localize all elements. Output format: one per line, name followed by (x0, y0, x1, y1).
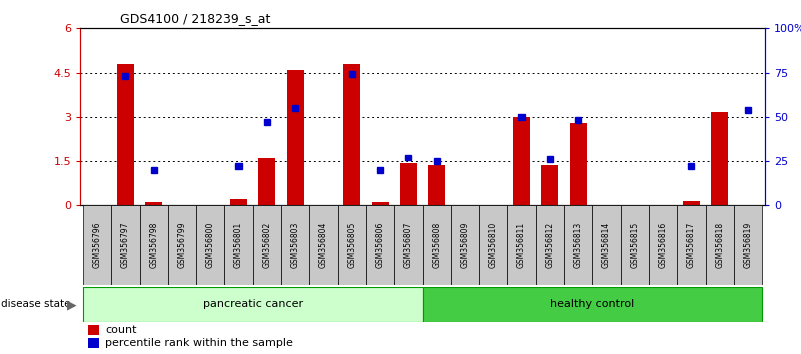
Bar (451, 205, 479, 285)
Bar (688, 164, 694, 169)
Bar (139, 205, 168, 285)
Bar (547, 156, 553, 162)
Text: GSM356814: GSM356814 (602, 222, 611, 268)
Bar (745, 107, 751, 113)
Bar (348, 72, 355, 77)
Text: GSM356816: GSM356816 (658, 222, 667, 268)
Text: GSM356807: GSM356807 (404, 222, 413, 268)
Bar (422, 287, 762, 322)
Bar (649, 205, 677, 285)
Text: count: count (105, 325, 136, 335)
Bar (123, 73, 128, 79)
Bar (230, 199, 247, 205)
Text: disease state: disease state (1, 299, 70, 309)
Text: GSM356808: GSM356808 (433, 222, 441, 268)
Text: GDS4100 / 218239_s_at: GDS4100 / 218239_s_at (120, 12, 271, 25)
Text: GSM356819: GSM356819 (743, 222, 752, 268)
Bar (366, 205, 394, 285)
Bar (344, 64, 360, 205)
Text: GSM356798: GSM356798 (149, 222, 158, 268)
Text: GSM356796: GSM356796 (93, 222, 102, 268)
Bar (372, 202, 388, 205)
Text: GSM356817: GSM356817 (687, 222, 696, 268)
Bar (575, 118, 582, 123)
Bar (734, 205, 762, 285)
Text: GSM356803: GSM356803 (291, 222, 300, 268)
Text: GSM356805: GSM356805 (348, 222, 356, 268)
Bar (145, 202, 162, 205)
Text: GSM356811: GSM356811 (517, 222, 526, 268)
Bar (235, 164, 242, 169)
Bar (570, 123, 586, 205)
Bar (518, 114, 525, 120)
Text: GSM356799: GSM356799 (178, 222, 187, 268)
Bar (433, 158, 440, 164)
Bar (394, 205, 422, 285)
Bar (422, 205, 451, 285)
Text: GSM356809: GSM356809 (461, 222, 469, 268)
Text: pancreatic cancer: pancreatic cancer (203, 299, 303, 309)
Bar (405, 155, 412, 160)
Bar (281, 205, 309, 285)
Text: GSM356818: GSM356818 (715, 222, 724, 268)
Text: GSM356802: GSM356802 (263, 222, 272, 268)
Text: healthy control: healthy control (550, 299, 634, 309)
Text: GSM356810: GSM356810 (489, 222, 497, 268)
Text: ▶: ▶ (66, 298, 76, 311)
Bar (259, 158, 276, 205)
Bar (377, 167, 383, 173)
Bar (253, 205, 281, 285)
Bar (592, 205, 621, 285)
Text: GSM356815: GSM356815 (630, 222, 639, 268)
Text: percentile rank within the sample: percentile rank within the sample (105, 338, 293, 348)
Bar (292, 105, 298, 111)
Bar (111, 205, 139, 285)
Bar (479, 205, 507, 285)
Bar (677, 205, 706, 285)
Bar (513, 117, 530, 205)
Bar (507, 205, 536, 285)
Bar (196, 205, 224, 285)
Text: GSM356806: GSM356806 (376, 222, 384, 268)
Bar (429, 166, 445, 205)
Bar (264, 119, 270, 125)
Text: GSM356801: GSM356801 (234, 222, 243, 268)
Bar (564, 205, 592, 285)
Bar (168, 205, 196, 285)
Text: GSM356800: GSM356800 (206, 222, 215, 268)
Bar (400, 162, 417, 205)
Bar (536, 205, 564, 285)
Bar (83, 287, 422, 322)
Text: GSM356804: GSM356804 (319, 222, 328, 268)
Bar (151, 167, 157, 173)
Bar (338, 205, 366, 285)
Bar (683, 201, 700, 205)
Bar (287, 70, 304, 205)
Bar (706, 205, 734, 285)
Bar (621, 205, 649, 285)
Bar (83, 205, 111, 285)
Bar (541, 166, 558, 205)
Bar (224, 205, 253, 285)
Bar (117, 64, 134, 205)
Bar (309, 205, 338, 285)
Text: GSM356797: GSM356797 (121, 222, 130, 268)
Text: GSM356813: GSM356813 (574, 222, 582, 268)
Text: GSM356812: GSM356812 (545, 222, 554, 268)
Bar (711, 113, 728, 205)
